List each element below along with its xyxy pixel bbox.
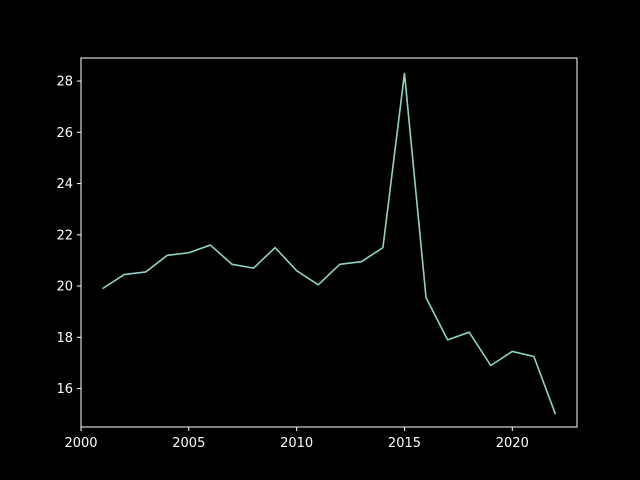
series-layer	[102, 72, 557, 415]
y-tick-label: 18	[56, 331, 73, 346]
x-tick-label: 2010	[280, 436, 313, 451]
x-tick-label: 2000	[64, 436, 97, 451]
y-tick-label: 22	[56, 228, 73, 243]
series-line	[102, 72, 557, 415]
x-tick-label: 2020	[496, 436, 529, 451]
x-tick-label: 2015	[388, 436, 421, 451]
y-tick-label: 20	[56, 280, 73, 295]
x-tick-label: 2005	[172, 436, 205, 451]
y-tick-label: 26	[56, 126, 73, 141]
plot-area	[81, 58, 577, 427]
y-tick-label: 28	[56, 75, 73, 90]
y-tick-label: 24	[56, 177, 73, 192]
y-axis-ticks: 16 18 20 22 24 26 28	[56, 75, 81, 397]
y-tick-label: 16	[56, 382, 73, 397]
x-axis-ticks: 2000 2005 2010 2015 2020	[64, 427, 529, 451]
plot-frame	[80, 57, 578, 428]
